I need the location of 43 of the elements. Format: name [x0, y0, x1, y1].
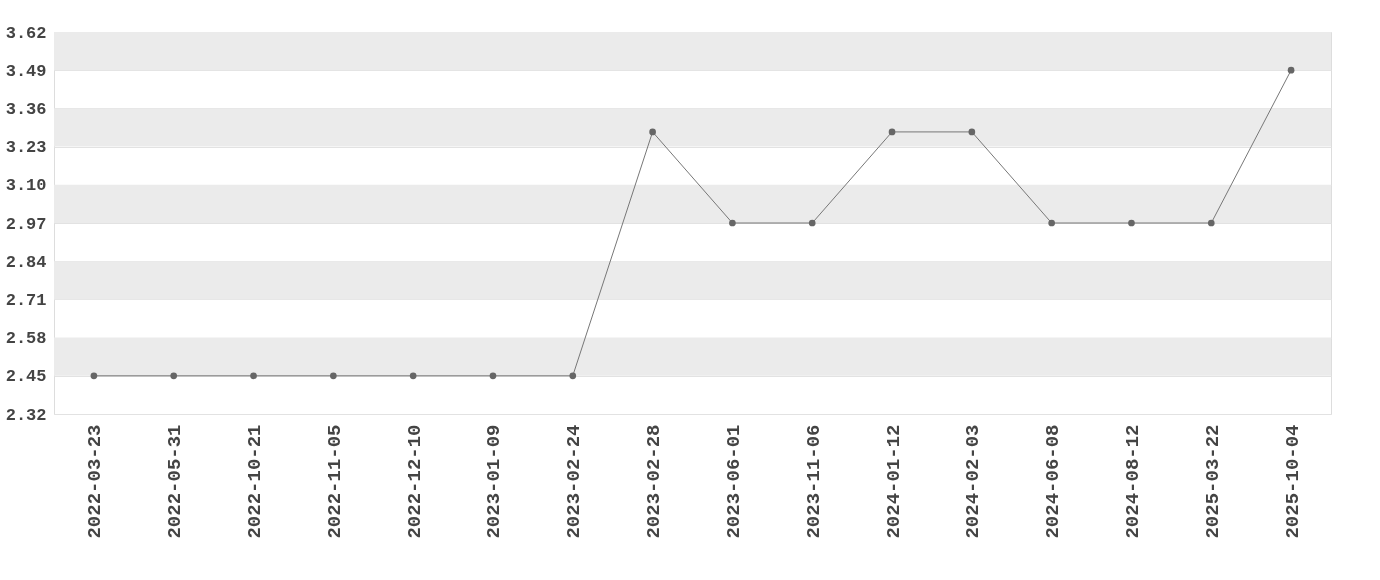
x-tick-label: 2025-03-22	[1201, 424, 1224, 539]
y-tick-label: 2.32	[5, 405, 47, 425]
x-tick-label: 2023-02-24	[563, 424, 586, 539]
x-tick-label: 2024-08-12	[1121, 424, 1144, 539]
point	[1287, 66, 1295, 74]
x-tick-label: 2022-10-21	[244, 424, 267, 539]
y-tick-label: 3.23	[5, 138, 47, 158]
y-tick-label: 3.10	[5, 176, 47, 196]
point	[729, 219, 736, 227]
point	[329, 372, 337, 380]
x-tick-label: 2022-05-31	[164, 424, 187, 539]
point	[808, 219, 816, 227]
y-tick-label: 2.84	[5, 252, 47, 272]
point	[90, 372, 98, 380]
x-tick-label: 2023-11-06	[802, 424, 825, 539]
point	[888, 128, 896, 136]
y-tick-label: 3.49	[5, 61, 47, 81]
y-tick-label: 2.45	[5, 367, 47, 387]
x-tick-label: 2022-12-10	[403, 424, 426, 539]
y-tick-label: 2.58	[5, 329, 47, 349]
x-tick-label: 2024-01-12	[882, 424, 905, 539]
point	[489, 372, 497, 380]
point	[968, 128, 976, 136]
x-tick-label: 2023-06-01	[722, 424, 745, 539]
point	[1048, 219, 1056, 227]
y-tick-label: 2.97	[5, 214, 47, 234]
x-tick-label: 2023-01-09	[483, 424, 506, 539]
point	[170, 372, 178, 380]
y-tick-label: 2.71	[5, 290, 47, 310]
y-tick-label: 3.36	[5, 99, 47, 119]
point	[250, 372, 257, 380]
point	[1128, 219, 1135, 227]
point	[569, 372, 577, 380]
y-tick-label: 3.62	[5, 23, 47, 43]
point	[649, 128, 656, 136]
x-tick-label: 2025-10-04	[1281, 424, 1304, 539]
x-tick-label: 2024-06-08	[1042, 424, 1065, 539]
x-tick-label: 2024-02-03	[962, 424, 985, 539]
x-tick-label: 2023-02-28	[643, 424, 666, 539]
point	[409, 372, 417, 380]
x-tick-label: 2022-03-23	[84, 424, 107, 539]
point	[1207, 219, 1215, 227]
x-tick-label: 2022-11-05	[323, 424, 346, 539]
